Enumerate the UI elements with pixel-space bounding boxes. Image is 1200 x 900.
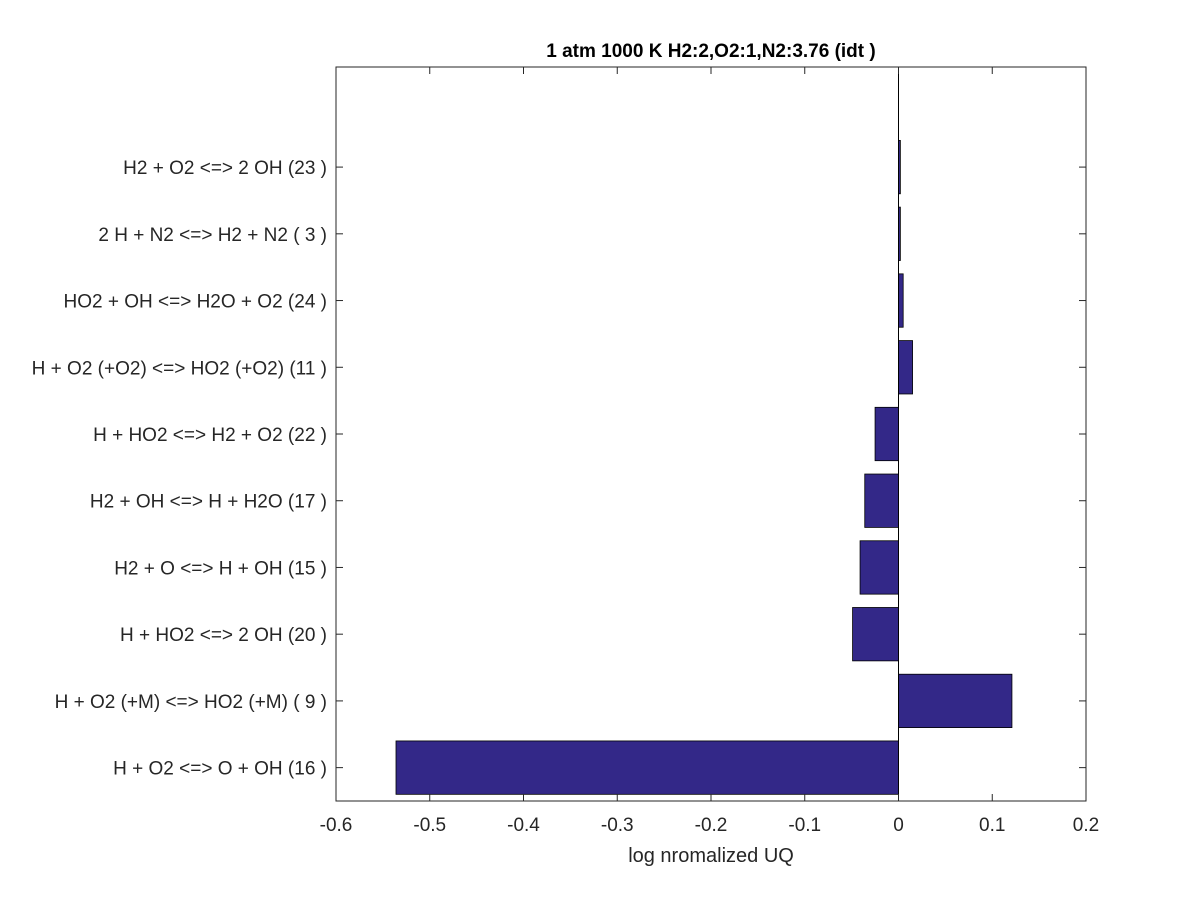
x-tick-label: -0.3 [601, 815, 634, 836]
y-tick-label: H2 + O2 <=> 2 OH (23 ) [123, 158, 327, 179]
bars-layer [395, 139, 1013, 795]
y-tick-label: H + O2 (+O2) <=> HO2 (+O2) (11 ) [32, 358, 327, 379]
bar-6 [874, 406, 899, 462]
x-tick-label: -0.6 [320, 815, 353, 836]
y-tick-label: H + O2 (+M) <=> HO2 (+M) ( 9 ) [55, 692, 327, 713]
x-tick-label: 0 [893, 815, 904, 836]
y-tick-label: HO2 + OH <=> H2O + O2 (24 ) [64, 292, 327, 313]
y-tick-label: H + O2 <=> O + OH (16 ) [113, 759, 327, 780]
bar-8 [898, 273, 904, 328]
bar-4 [859, 540, 899, 595]
y-tick-label: H + HO2 <=> 2 OH (20 ) [120, 625, 327, 646]
y-tick-label: H2 + O <=> H + OH (15 ) [114, 558, 327, 579]
x-tick-label: 0.2 [1073, 815, 1099, 836]
x-tick-label: 0.1 [979, 815, 1005, 836]
x-tick-label: -0.4 [507, 815, 540, 836]
x-axis: -0.6 -0.5 -0.4 -0.3 -0.2 -0.1 0 0.1 0.2 [320, 67, 1099, 836]
bar-2 [898, 673, 1013, 729]
bar-1 [395, 740, 899, 795]
y-tick-label: 2 H + N2 <=> H2 + N2 ( 3 ) [98, 225, 327, 246]
bar-5 [864, 473, 899, 528]
y-tick-label: H + HO2 <=> H2 + O2 (22 ) [93, 425, 327, 446]
x-tick-label: -0.1 [788, 815, 821, 836]
x-tick-label: -0.5 [413, 815, 446, 836]
bar-7 [898, 340, 913, 395]
y-axis: H + O2 <=> O + OH (16 ) H + O2 (+M) <=> H… [32, 158, 1086, 780]
bar-3 [852, 607, 899, 662]
y-tick-label: H2 + OH <=> H + H2O (17 ) [90, 492, 327, 513]
x-tick-label: -0.2 [695, 815, 728, 836]
x-axis-label: log nromalized UQ [628, 845, 794, 867]
chart-title: 1 atm 1000 K H2:2,O2:1,N2:3.76 (idt ) [546, 41, 875, 62]
